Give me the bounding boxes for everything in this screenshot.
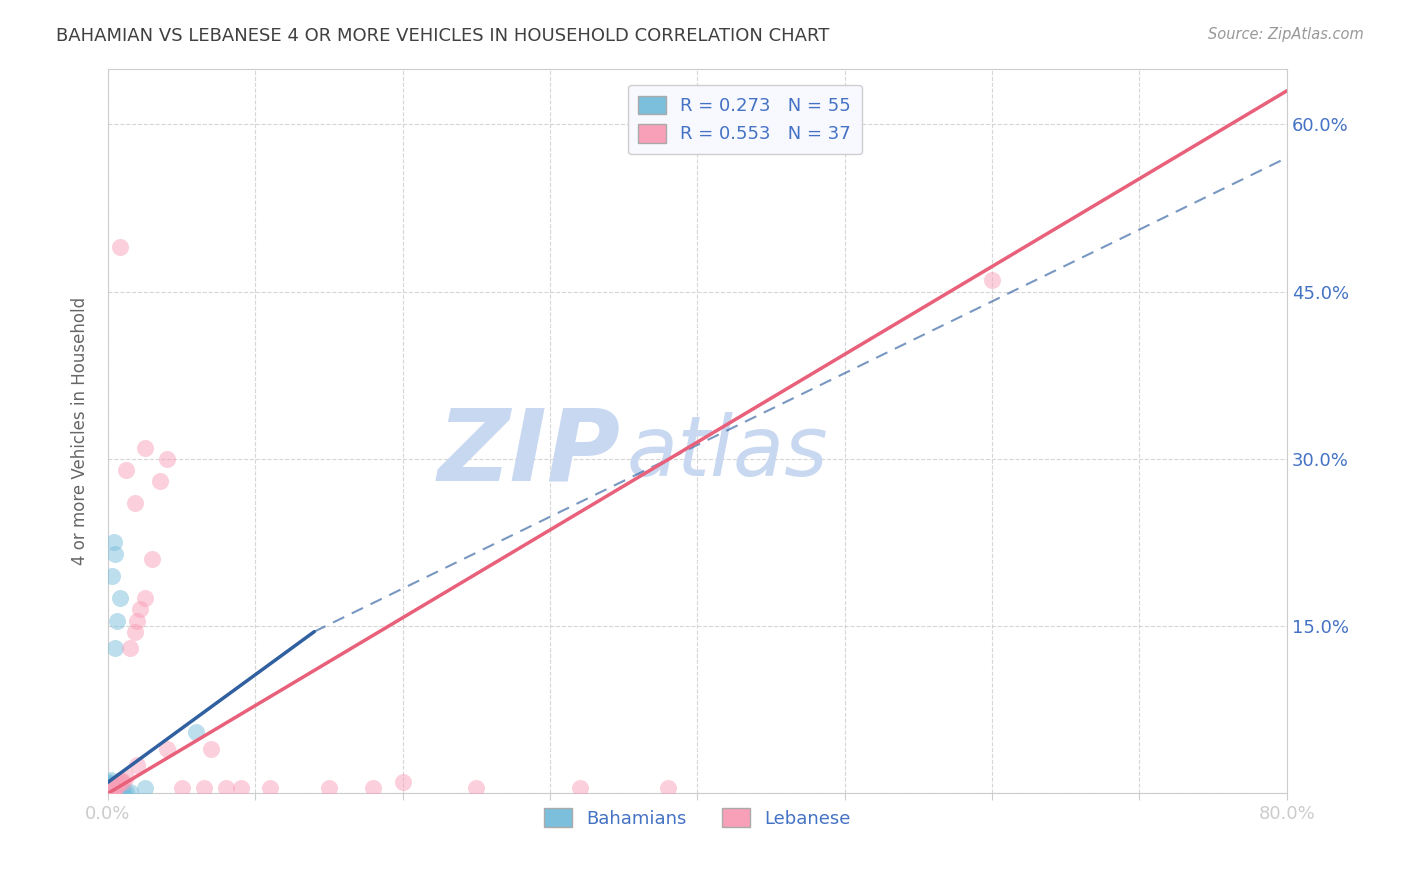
Point: [105, 614, 128, 628]
Point: [98, 780, 121, 795]
Point: [98, 779, 121, 793]
Point: [101, 780, 124, 794]
Point: [465, 780, 488, 795]
Point: [110, 772, 132, 787]
Point: [101, 784, 124, 798]
Point: [107, 776, 129, 790]
Point: [114, 463, 136, 477]
Point: [229, 780, 252, 795]
Point: [215, 780, 238, 795]
Text: BAHAMIAN VS LEBANESE 4 OR MORE VEHICLES IN HOUSEHOLD CORRELATION CHART: BAHAMIAN VS LEBANESE 4 OR MORE VEHICLES …: [56, 27, 830, 45]
Point: [156, 451, 179, 466]
Point: [103, 535, 125, 549]
Point: [108, 785, 131, 799]
Point: [127, 614, 149, 628]
Point: [129, 602, 152, 616]
Point: [101, 779, 124, 793]
Legend: Bahamians, Lebanese: Bahamians, Lebanese: [537, 801, 858, 835]
Point: [104, 784, 127, 798]
Point: [104, 785, 127, 799]
Point: [98, 777, 121, 791]
Point: [100, 777, 122, 791]
Point: [100, 780, 122, 795]
Point: [134, 441, 156, 455]
Point: [104, 781, 127, 796]
Point: [98, 784, 121, 798]
Point: [127, 758, 149, 772]
Text: ZIP: ZIP: [437, 404, 621, 501]
Point: [100, 780, 122, 794]
Point: [104, 547, 127, 561]
Point: [98, 785, 121, 799]
Point: [98, 781, 121, 796]
Point: [111, 785, 134, 799]
Point: [104, 780, 127, 795]
Point: [120, 785, 142, 799]
Point: [318, 780, 340, 795]
Point: [101, 781, 124, 796]
Point: [103, 783, 125, 797]
Point: [100, 783, 122, 797]
Point: [114, 785, 136, 799]
Point: [105, 784, 128, 798]
Point: [98, 780, 121, 794]
Point: [148, 474, 170, 488]
Point: [101, 785, 124, 799]
Point: [124, 496, 146, 510]
Point: [100, 785, 122, 799]
Point: [103, 781, 125, 796]
Point: [981, 273, 1004, 287]
Point: [101, 780, 124, 795]
Point: [124, 624, 146, 639]
Point: [108, 784, 131, 798]
Point: [108, 591, 131, 606]
Point: [103, 783, 125, 797]
Point: [101, 569, 124, 583]
Point: [100, 781, 122, 796]
Point: [104, 783, 127, 797]
Point: [170, 780, 193, 795]
Point: [107, 784, 129, 798]
Point: [193, 780, 215, 795]
Point: [114, 770, 136, 784]
Point: [134, 591, 156, 606]
Point: [100, 779, 122, 793]
Point: [657, 780, 679, 795]
Point: [98, 783, 121, 797]
Point: [105, 779, 128, 793]
Text: atlas: atlas: [627, 412, 828, 493]
Point: [111, 775, 134, 789]
Point: [391, 775, 413, 789]
Point: [100, 785, 122, 799]
Point: [120, 641, 142, 656]
Point: [107, 785, 129, 799]
Point: [103, 784, 125, 798]
Point: [100, 784, 122, 798]
Point: [568, 780, 591, 795]
Point: [103, 785, 125, 799]
Point: [110, 785, 132, 799]
Point: [111, 784, 134, 798]
Y-axis label: 4 or more Vehicles in Household: 4 or more Vehicles in Household: [72, 297, 89, 565]
Point: [259, 780, 281, 795]
Point: [104, 641, 127, 656]
Point: [156, 741, 179, 756]
Point: [100, 772, 122, 787]
Text: Source: ZipAtlas.com: Source: ZipAtlas.com: [1208, 27, 1364, 42]
Point: [361, 780, 384, 795]
Point: [108, 240, 131, 254]
Point: [186, 725, 208, 739]
Point: [101, 783, 124, 797]
Point: [103, 780, 125, 795]
Point: [134, 780, 156, 795]
Point: [101, 784, 124, 798]
Point: [200, 741, 222, 756]
Point: [141, 552, 163, 566]
Point: [105, 783, 128, 797]
Point: [105, 785, 128, 799]
Point: [108, 775, 131, 789]
Point: [98, 775, 121, 789]
Point: [98, 776, 121, 790]
